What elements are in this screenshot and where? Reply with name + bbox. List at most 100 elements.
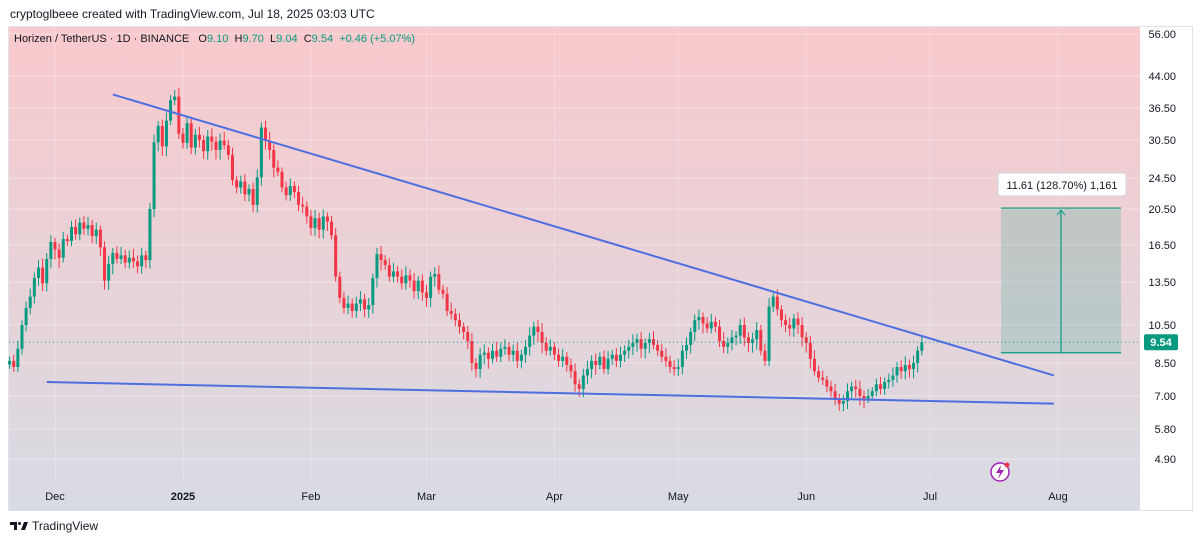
- y-tick-label: 56.00: [1148, 29, 1176, 41]
- candle-body: [610, 354, 614, 359]
- candle-body: [581, 375, 585, 389]
- candle-body: [317, 218, 321, 230]
- candle-body: [169, 100, 173, 121]
- candle-body: [226, 145, 230, 155]
- candle-body: [78, 222, 82, 235]
- candle-body: [685, 344, 689, 351]
- candle-body: [57, 249, 61, 258]
- candle-body: [408, 275, 412, 281]
- candle-body: [136, 261, 140, 267]
- candle-body: [127, 257, 131, 263]
- chart-background: [9, 27, 1140, 510]
- candle-body: [189, 123, 193, 148]
- candle-body: [396, 271, 400, 277]
- legend-low-label: L: [270, 33, 277, 45]
- candle-body: [239, 181, 243, 188]
- candle-body: [647, 339, 651, 343]
- legend-low: 9.04: [276, 33, 298, 45]
- candle-body: [462, 326, 466, 332]
- current-price-label: 9.54: [1150, 337, 1172, 349]
- legend-open: 9.10: [206, 33, 229, 45]
- candle-body: [668, 360, 672, 368]
- y-tick-label: 8.50: [1155, 358, 1176, 370]
- candle-body: [115, 252, 119, 259]
- candle-body: [156, 125, 160, 143]
- tradingview-logo-icon: [10, 522, 28, 530]
- trendlines: [9, 93, 1140, 405]
- candle-body: [144, 255, 148, 261]
- candle-body: [532, 326, 536, 336]
- measure-tool: 11.61 (128.70%) 1,161: [997, 172, 1127, 354]
- y-tick-label: 7.00: [1155, 391, 1176, 403]
- candle-body: [808, 342, 812, 359]
- candle-body: [36, 267, 40, 278]
- candle-body: [185, 123, 189, 143]
- candle-body: [598, 356, 602, 366]
- candle-body: [429, 276, 433, 298]
- y-tick-label: 30.50: [1148, 135, 1176, 147]
- candle-body: [585, 369, 589, 376]
- candle-body: [466, 331, 470, 342]
- candle-body: [470, 341, 474, 363]
- candle-body: [874, 384, 878, 392]
- candle-body: [210, 136, 214, 142]
- candle-body: [511, 350, 515, 355]
- candle-body: [354, 303, 358, 311]
- candle-body: [268, 140, 272, 150]
- candle-body: [412, 280, 416, 292]
- y-tick-label: 24.50: [1148, 173, 1176, 185]
- candle-body: [160, 125, 164, 147]
- candle-body: [631, 342, 635, 347]
- measure-label: 11.61 (128.70%) 1,161: [1006, 180, 1117, 192]
- candle-body: [895, 367, 899, 376]
- price-axis: 56.00 44.00 36.50 30.50 24.50 20.50 16.50 13.50…: [1144, 29, 1178, 466]
- candle-body: [519, 354, 523, 361]
- current-price-tag: [1144, 334, 1178, 351]
- lightning-icon[interactable]: [990, 462, 1010, 482]
- legend-symbol: Horizen / TetherUS · 1D · BINANCE: [14, 33, 190, 45]
- candle-body: [230, 154, 234, 181]
- candle-body: [697, 317, 701, 321]
- candle-body: [825, 379, 829, 387]
- candle-body: [70, 226, 74, 242]
- candle-body: [594, 360, 598, 366]
- trendline-upper: [112, 93, 1055, 377]
- candle-body: [903, 365, 907, 372]
- candle-body: [552, 346, 556, 355]
- candle-body: [16, 348, 20, 368]
- candle-body: [478, 354, 482, 370]
- candle-body: [202, 140, 206, 152]
- chart-header: cryptoglbeee created with TradingView.co…: [10, 7, 375, 21]
- candle-body: [557, 354, 561, 361]
- candle-body: [193, 134, 197, 148]
- candle-body: [618, 354, 622, 361]
- candle-body: [53, 242, 57, 250]
- candle-body: [214, 141, 218, 150]
- candle-body: [784, 320, 788, 325]
- candle-body: [379, 254, 383, 261]
- x-tick-label: Apr: [546, 491, 563, 503]
- candle-body: [482, 352, 486, 355]
- candle-body: [796, 318, 800, 325]
- y-tick-label: 13.50: [1148, 277, 1176, 289]
- candle-body: [540, 331, 544, 343]
- candle-body: [854, 386, 858, 389]
- candle-body: [98, 229, 102, 248]
- x-tick-label: Dec: [45, 491, 65, 503]
- footer[interactable]: TradingView: [10, 519, 98, 533]
- candle-body: [280, 171, 284, 188]
- candle-body: [288, 185, 292, 196]
- candle-body: [759, 330, 763, 351]
- candle-body: [536, 326, 540, 332]
- candle-body: [738, 325, 742, 336]
- candle-body: [491, 350, 495, 359]
- candle-body: [763, 350, 767, 361]
- candle-body: [916, 350, 920, 363]
- candle-body: [883, 382, 887, 389]
- candle-body: [103, 247, 107, 281]
- candle-body: [817, 371, 821, 378]
- candle-body: [82, 222, 86, 229]
- candle-body: [330, 221, 334, 236]
- candle-body: [544, 342, 548, 351]
